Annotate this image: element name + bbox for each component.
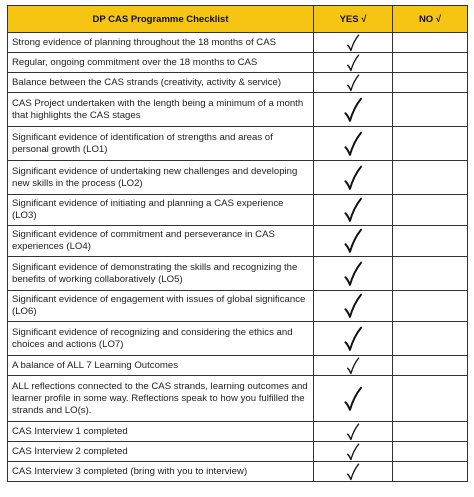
no-cell[interactable]	[392, 321, 468, 356]
yes-cell[interactable]	[313, 32, 393, 53]
checkmark-icon	[344, 97, 363, 122]
checklist-title: DP CAS Programme Checklist	[7, 5, 314, 33]
checkmark-icon	[347, 442, 360, 460]
no-cell[interactable]	[392, 92, 468, 127]
checkmark-icon	[347, 73, 360, 91]
yes-cell[interactable]	[313, 441, 393, 462]
checklist-item-text: Significant evidence of recognizing and …	[7, 321, 314, 356]
checklist-item-text: A balance of ALL 7 Learning Outcomes	[7, 355, 314, 376]
checklist-body: Strong evidence of planning throughout t…	[7, 32, 468, 482]
checklist-row: CAS Interview 2 completed	[7, 441, 468, 462]
yes-column-header: YES √	[313, 5, 393, 33]
checklist-item-text: Significant evidence of engagement with …	[7, 290, 314, 322]
checkmark-icon	[347, 422, 360, 440]
checklist-row: Significant evidence of identification o…	[7, 126, 468, 161]
checklist-row: Significant evidence of commitment and p…	[7, 225, 468, 257]
no-cell[interactable]	[392, 256, 468, 291]
checklist-row: Significant evidence of recognizing and …	[7, 321, 468, 356]
yes-cell[interactable]	[313, 225, 393, 257]
checklist-item-text: Regular, ongoing commitment over the 18 …	[7, 52, 314, 73]
checklist-item-text: Significant evidence of initiating and p…	[7, 194, 314, 226]
no-cell[interactable]	[392, 290, 468, 322]
checkmark-icon	[344, 131, 363, 156]
no-cell[interactable]	[392, 72, 468, 93]
checkmark-icon	[347, 53, 360, 71]
checklist-item-text: Significant evidence of commitment and p…	[7, 225, 314, 257]
yes-cell[interactable]	[313, 160, 393, 195]
checkmark-icon	[344, 326, 363, 351]
checklist-row: A balance of ALL 7 Learning Outcomes	[7, 355, 468, 376]
checklist-row: Regular, ongoing commitment over the 18 …	[7, 52, 468, 73]
yes-cell[interactable]	[313, 375, 393, 422]
checklist-item-text: Strong evidence of planning throughout t…	[7, 32, 314, 53]
yes-cell[interactable]	[313, 290, 393, 322]
yes-cell[interactable]	[313, 461, 393, 482]
checklist-row: CAS Interview 1 completed	[7, 421, 468, 442]
checkmark-icon	[344, 165, 363, 190]
checkmark-icon	[347, 462, 360, 480]
no-cell[interactable]	[392, 461, 468, 482]
yes-cell[interactable]	[313, 126, 393, 161]
no-cell[interactable]	[392, 194, 468, 226]
header-row: DP CAS Programme Checklist YES √ NO √	[7, 5, 468, 33]
checklist-item-text: CAS Interview 1 completed	[7, 421, 314, 442]
checkmark-icon	[344, 197, 363, 222]
checklist-row: ALL reflections connected to the CAS str…	[7, 375, 468, 422]
yes-cell[interactable]	[313, 194, 393, 226]
checkmark-icon	[344, 386, 363, 411]
checklist-container: DP CAS Programme Checklist YES √ NO √ St…	[7, 5, 468, 482]
checklist-row: Significant evidence of undertaking new …	[7, 160, 468, 195]
checklist-item-text: Significant evidence of demonstrating th…	[7, 256, 314, 291]
no-cell[interactable]	[392, 441, 468, 462]
checklist-row: Strong evidence of planning throughout t…	[7, 32, 468, 53]
checklist-row: CAS Project undertaken with the length b…	[7, 92, 468, 127]
no-cell[interactable]	[392, 52, 468, 73]
yes-cell[interactable]	[313, 92, 393, 127]
checklist-item-text: Balance between the CAS strands (creativ…	[7, 72, 314, 93]
no-cell[interactable]	[392, 160, 468, 195]
no-cell[interactable]	[392, 355, 468, 376]
checklist-item-text: CAS Interview 3 completed (bring with yo…	[7, 461, 314, 482]
checklist-item-text: ALL reflections connected to the CAS str…	[7, 375, 314, 422]
checklist-row: Significant evidence of initiating and p…	[7, 194, 468, 226]
checklist-row: Balance between the CAS strands (creativ…	[7, 72, 468, 93]
no-cell[interactable]	[392, 126, 468, 161]
no-cell[interactable]	[392, 375, 468, 422]
no-cell[interactable]	[392, 225, 468, 257]
no-cell[interactable]	[392, 421, 468, 442]
checklist-item-text: CAS Project undertaken with the length b…	[7, 92, 314, 127]
checkmark-icon	[344, 228, 363, 253]
checkmark-icon	[344, 261, 363, 286]
yes-cell[interactable]	[313, 72, 393, 93]
checklist-item-text: CAS Interview 2 completed	[7, 441, 314, 462]
checklist-item-text: Significant evidence of undertaking new …	[7, 160, 314, 195]
checklist-row: Significant evidence of engagement with …	[7, 290, 468, 322]
checkmark-icon	[347, 33, 360, 51]
checklist-row: Significant evidence of demonstrating th…	[7, 256, 468, 291]
checklist-table: DP CAS Programme Checklist YES √ NO √ St…	[7, 5, 468, 482]
checklist-row: CAS Interview 3 completed (bring with yo…	[7, 461, 468, 482]
no-cell[interactable]	[392, 32, 468, 53]
yes-cell[interactable]	[313, 355, 393, 376]
checkmark-icon	[344, 293, 363, 318]
no-column-header: NO √	[392, 5, 468, 33]
yes-cell[interactable]	[313, 321, 393, 356]
checkmark-icon	[347, 356, 360, 374]
yes-cell[interactable]	[313, 52, 393, 73]
yes-cell[interactable]	[313, 421, 393, 442]
checklist-item-text: Significant evidence of identification o…	[7, 126, 314, 161]
yes-cell[interactable]	[313, 256, 393, 291]
